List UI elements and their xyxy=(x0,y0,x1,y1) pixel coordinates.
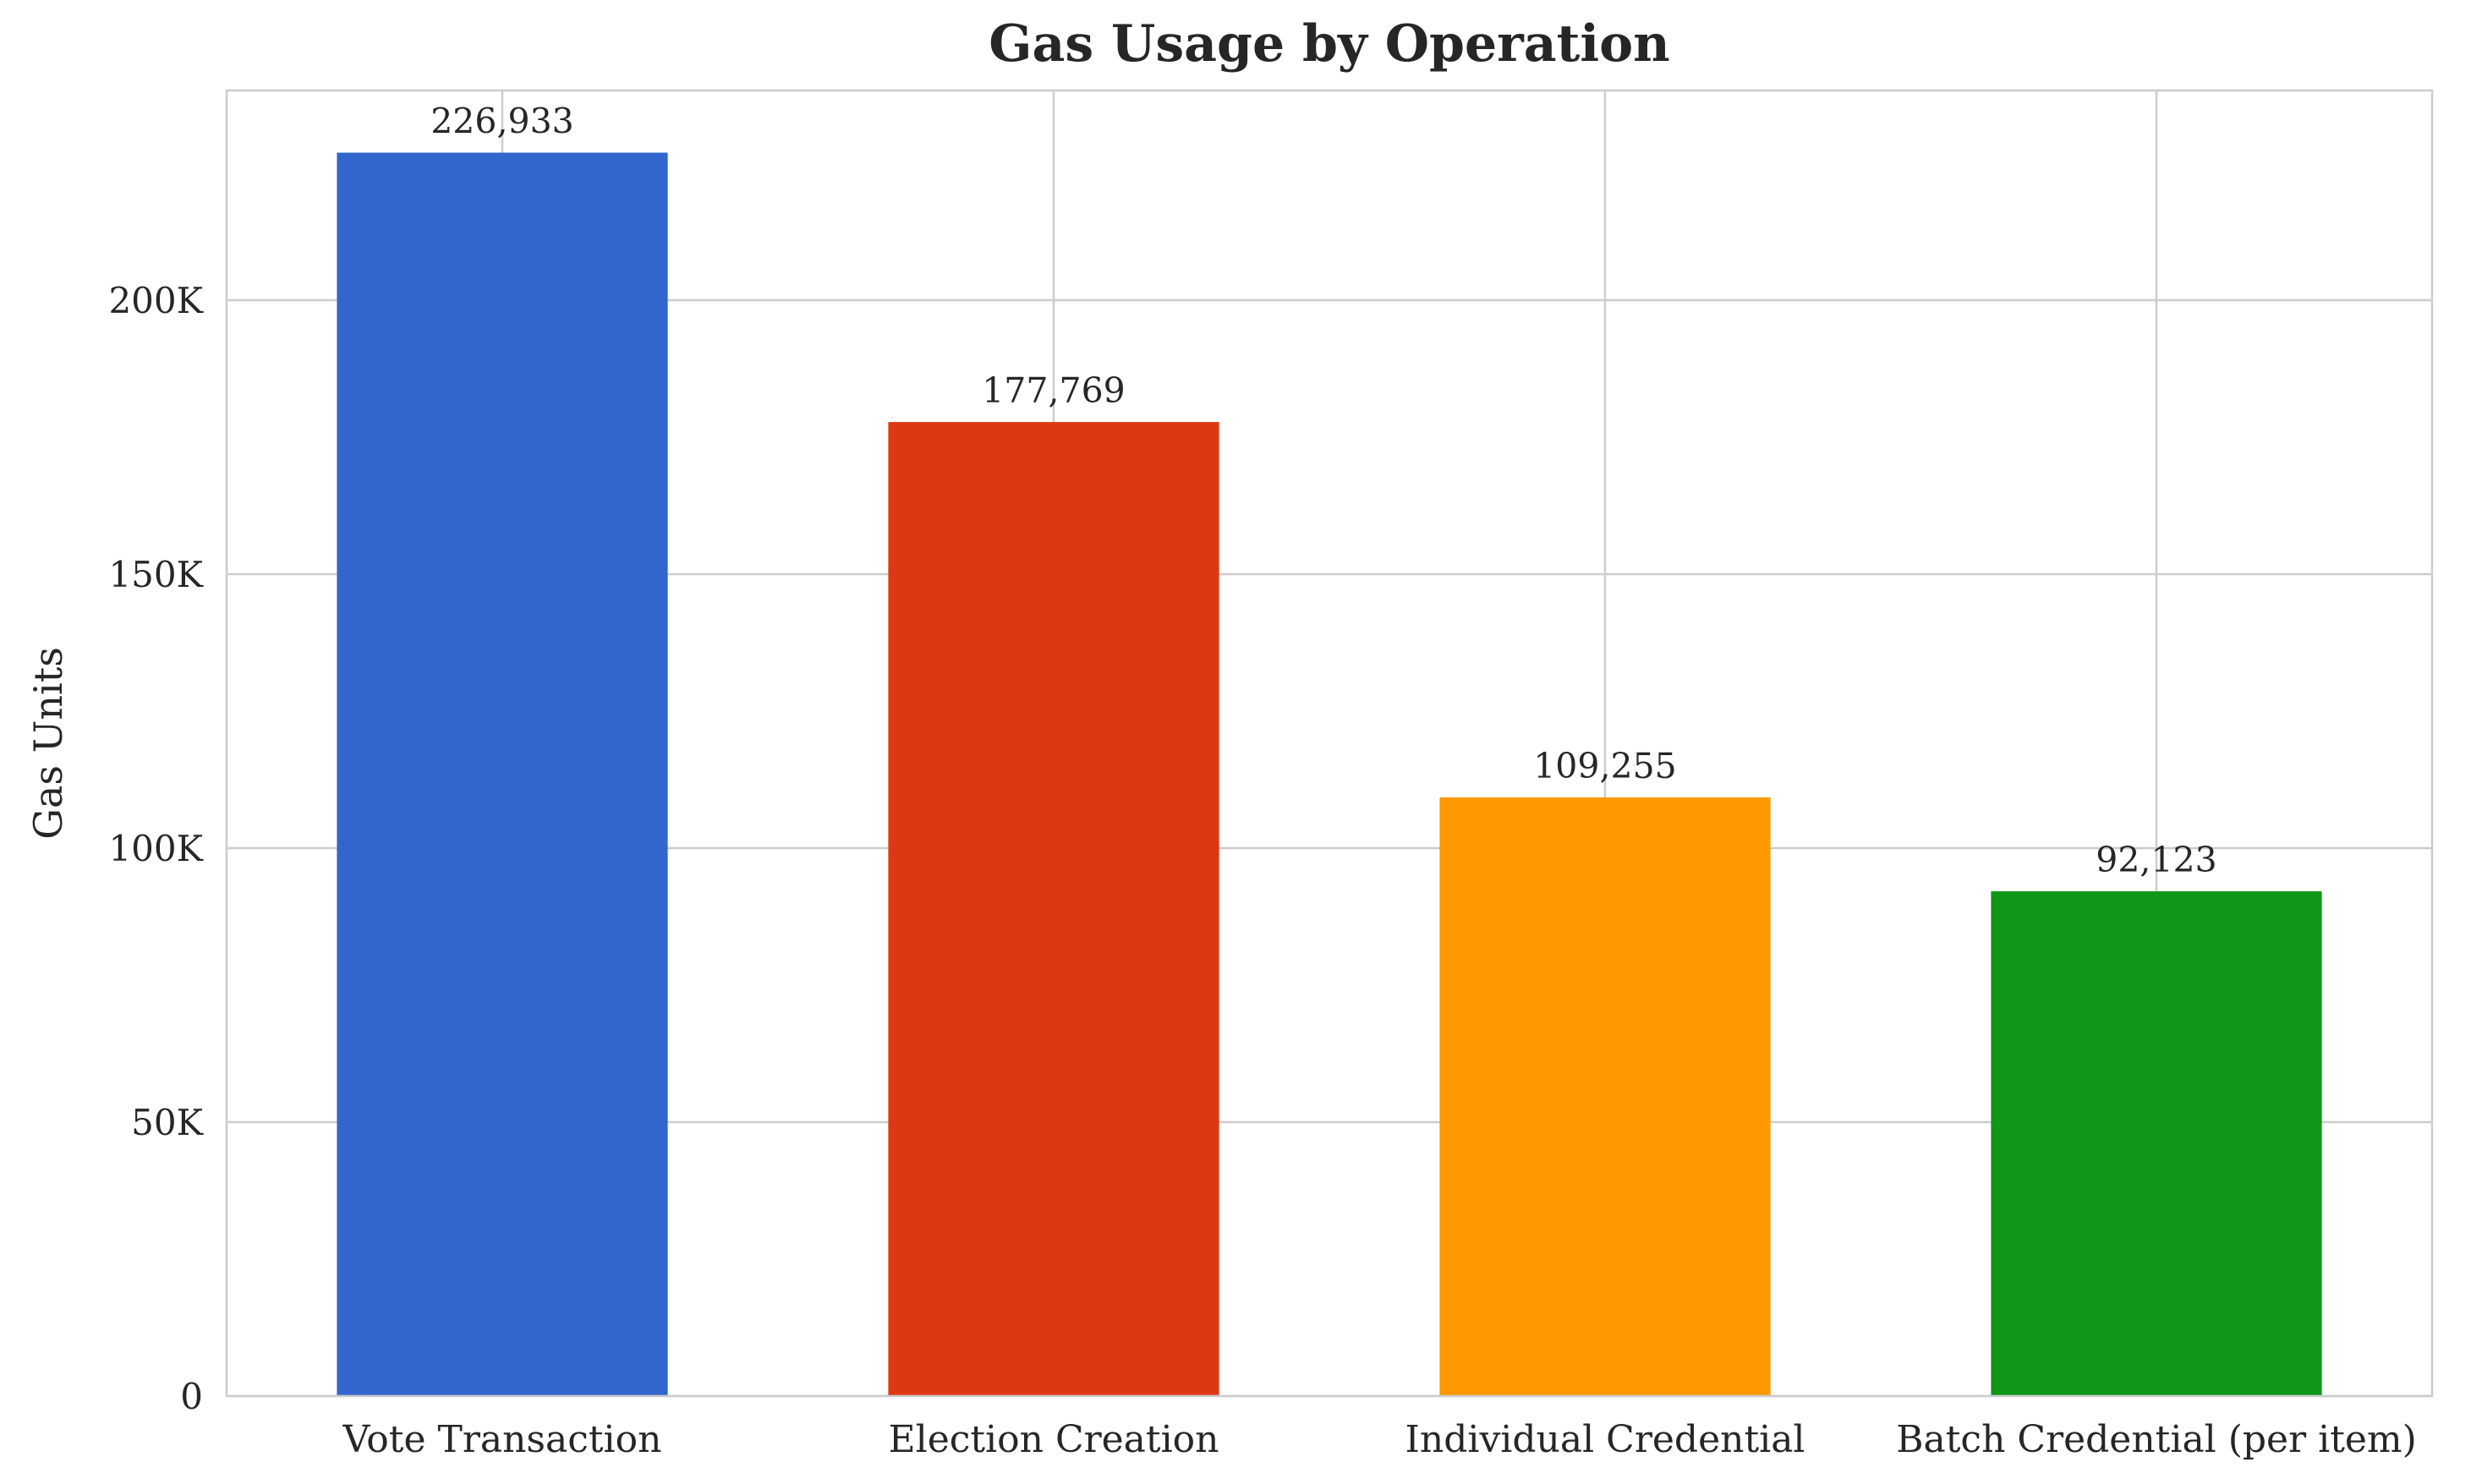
bar xyxy=(1439,797,1771,1396)
y-tick-label: 50K xyxy=(131,1102,204,1143)
bar-value-label: 226,933 xyxy=(430,101,574,142)
plot-frame xyxy=(225,89,2434,1398)
y-tick-label: 100K xyxy=(108,828,204,869)
bars xyxy=(337,152,2322,1397)
bar xyxy=(337,152,668,1396)
bar xyxy=(1991,891,2322,1396)
bar xyxy=(888,422,1219,1397)
x-tick-label: Election Creation xyxy=(889,1418,1219,1461)
bar-value-label: 109,255 xyxy=(1533,746,1677,786)
data-labels: 226,933 177,769 109,255 92,123 xyxy=(430,101,2217,881)
x-tick-label: Batch Credential (per item) xyxy=(1896,1418,2417,1461)
y-axis-label: Gas Units xyxy=(25,647,71,840)
chart-title: Gas Usage by Operation xyxy=(989,14,1670,74)
y-tick-label: 0 xyxy=(180,1376,203,1417)
y-tick-label: 200K xyxy=(108,280,204,321)
x-tick-labels: Vote Transaction Election Creation Individ… xyxy=(342,1418,2417,1461)
x-tick-label: Individual Credential xyxy=(1405,1418,1805,1461)
x-tick-label: Vote Transaction xyxy=(342,1418,662,1461)
bar-value-label: 177,769 xyxy=(982,370,1126,411)
bar-value-label: 92,123 xyxy=(2096,840,2216,880)
y-tick-labels: 0 50K 100K 150K 200K xyxy=(108,280,204,1417)
y-tick-label: 150K xyxy=(108,554,204,595)
